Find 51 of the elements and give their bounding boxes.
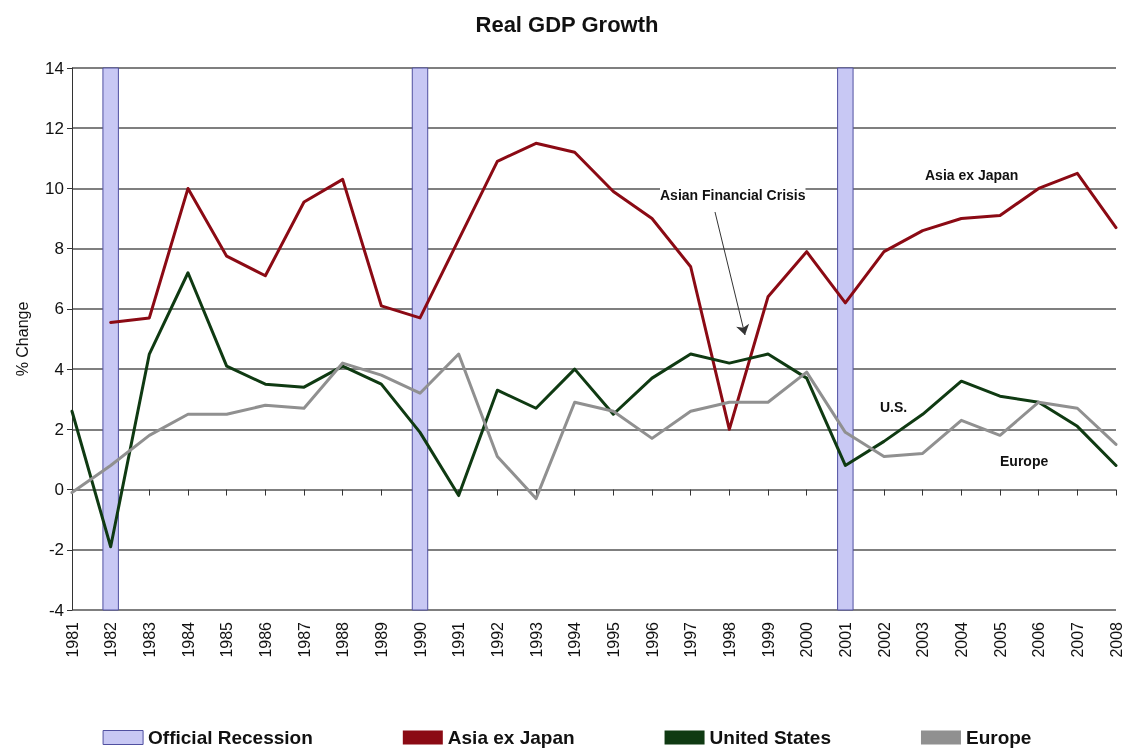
x-tick-label: 2008 bbox=[1107, 621, 1125, 658]
annotation: Europe bbox=[1000, 453, 1049, 469]
y-tick-label: 2 bbox=[54, 419, 64, 439]
x-tick-label: 1990 bbox=[411, 621, 429, 658]
annotation: U.S. bbox=[880, 399, 908, 415]
x-tick-label: 1981 bbox=[63, 621, 81, 658]
y-tick-label: 10 bbox=[45, 178, 64, 198]
y-tick-label: 8 bbox=[54, 239, 64, 259]
x-tick-label: 2001 bbox=[836, 621, 854, 658]
annotation: Asian Financial Crisis bbox=[660, 187, 806, 203]
x-tick-label: 1999 bbox=[759, 621, 777, 658]
x-tick-label: 1991 bbox=[450, 621, 468, 658]
x-tick-label: 1985 bbox=[218, 621, 236, 658]
x-tick-label: 1995 bbox=[604, 621, 622, 658]
line-series bbox=[109, 141, 1118, 431]
x-tick-label: 2006 bbox=[1030, 621, 1048, 658]
y-tick-label: -2 bbox=[48, 540, 64, 560]
x-tick-label: 2002 bbox=[875, 621, 893, 658]
x-tick-label: 1994 bbox=[566, 621, 584, 658]
y-tick-label: 14 bbox=[45, 58, 64, 78]
x-tick-label: 1984 bbox=[179, 621, 197, 658]
y-axis-title: % Change bbox=[13, 301, 31, 377]
legend-label: United States bbox=[709, 727, 831, 748]
x-tick-label: 1987 bbox=[295, 621, 313, 658]
y-tick-label: 4 bbox=[54, 359, 64, 379]
x-tick-label: 2000 bbox=[798, 621, 816, 658]
y-tick-label: 6 bbox=[54, 299, 64, 319]
y-tick-label: -4 bbox=[48, 600, 64, 620]
y-tick-label: 12 bbox=[45, 118, 64, 138]
x-tick-label: 2003 bbox=[914, 621, 932, 658]
x-tick-label: 1997 bbox=[682, 621, 700, 658]
x-tick-label: 2004 bbox=[952, 621, 970, 658]
annotation: Asia ex Japan bbox=[925, 167, 1019, 183]
x-tick-label: 2007 bbox=[1068, 621, 1086, 658]
legend-label: Asia ex Japan bbox=[447, 727, 575, 748]
x-tick-label: 2005 bbox=[991, 621, 1009, 658]
y-tick-label: 0 bbox=[54, 480, 64, 500]
x-tick-label: 1992 bbox=[488, 621, 506, 658]
legend-label: Official Recession bbox=[148, 727, 313, 748]
x-tick-label: 1986 bbox=[256, 621, 274, 658]
chart-title: Real GDP Growth bbox=[475, 11, 659, 37]
line-series bbox=[70, 271, 1118, 549]
x-tick-label: 1996 bbox=[643, 621, 661, 658]
x-tick-label: 1982 bbox=[102, 621, 120, 658]
line-series bbox=[70, 352, 1118, 501]
x-tick-label: 1988 bbox=[334, 621, 352, 658]
x-tick-label: 1998 bbox=[720, 621, 738, 658]
x-tick-label: 1989 bbox=[372, 621, 390, 658]
x-tick-label: 1993 bbox=[527, 621, 545, 658]
x-tick-label: 1983 bbox=[140, 621, 158, 658]
legend-label: Europe bbox=[965, 727, 1032, 748]
